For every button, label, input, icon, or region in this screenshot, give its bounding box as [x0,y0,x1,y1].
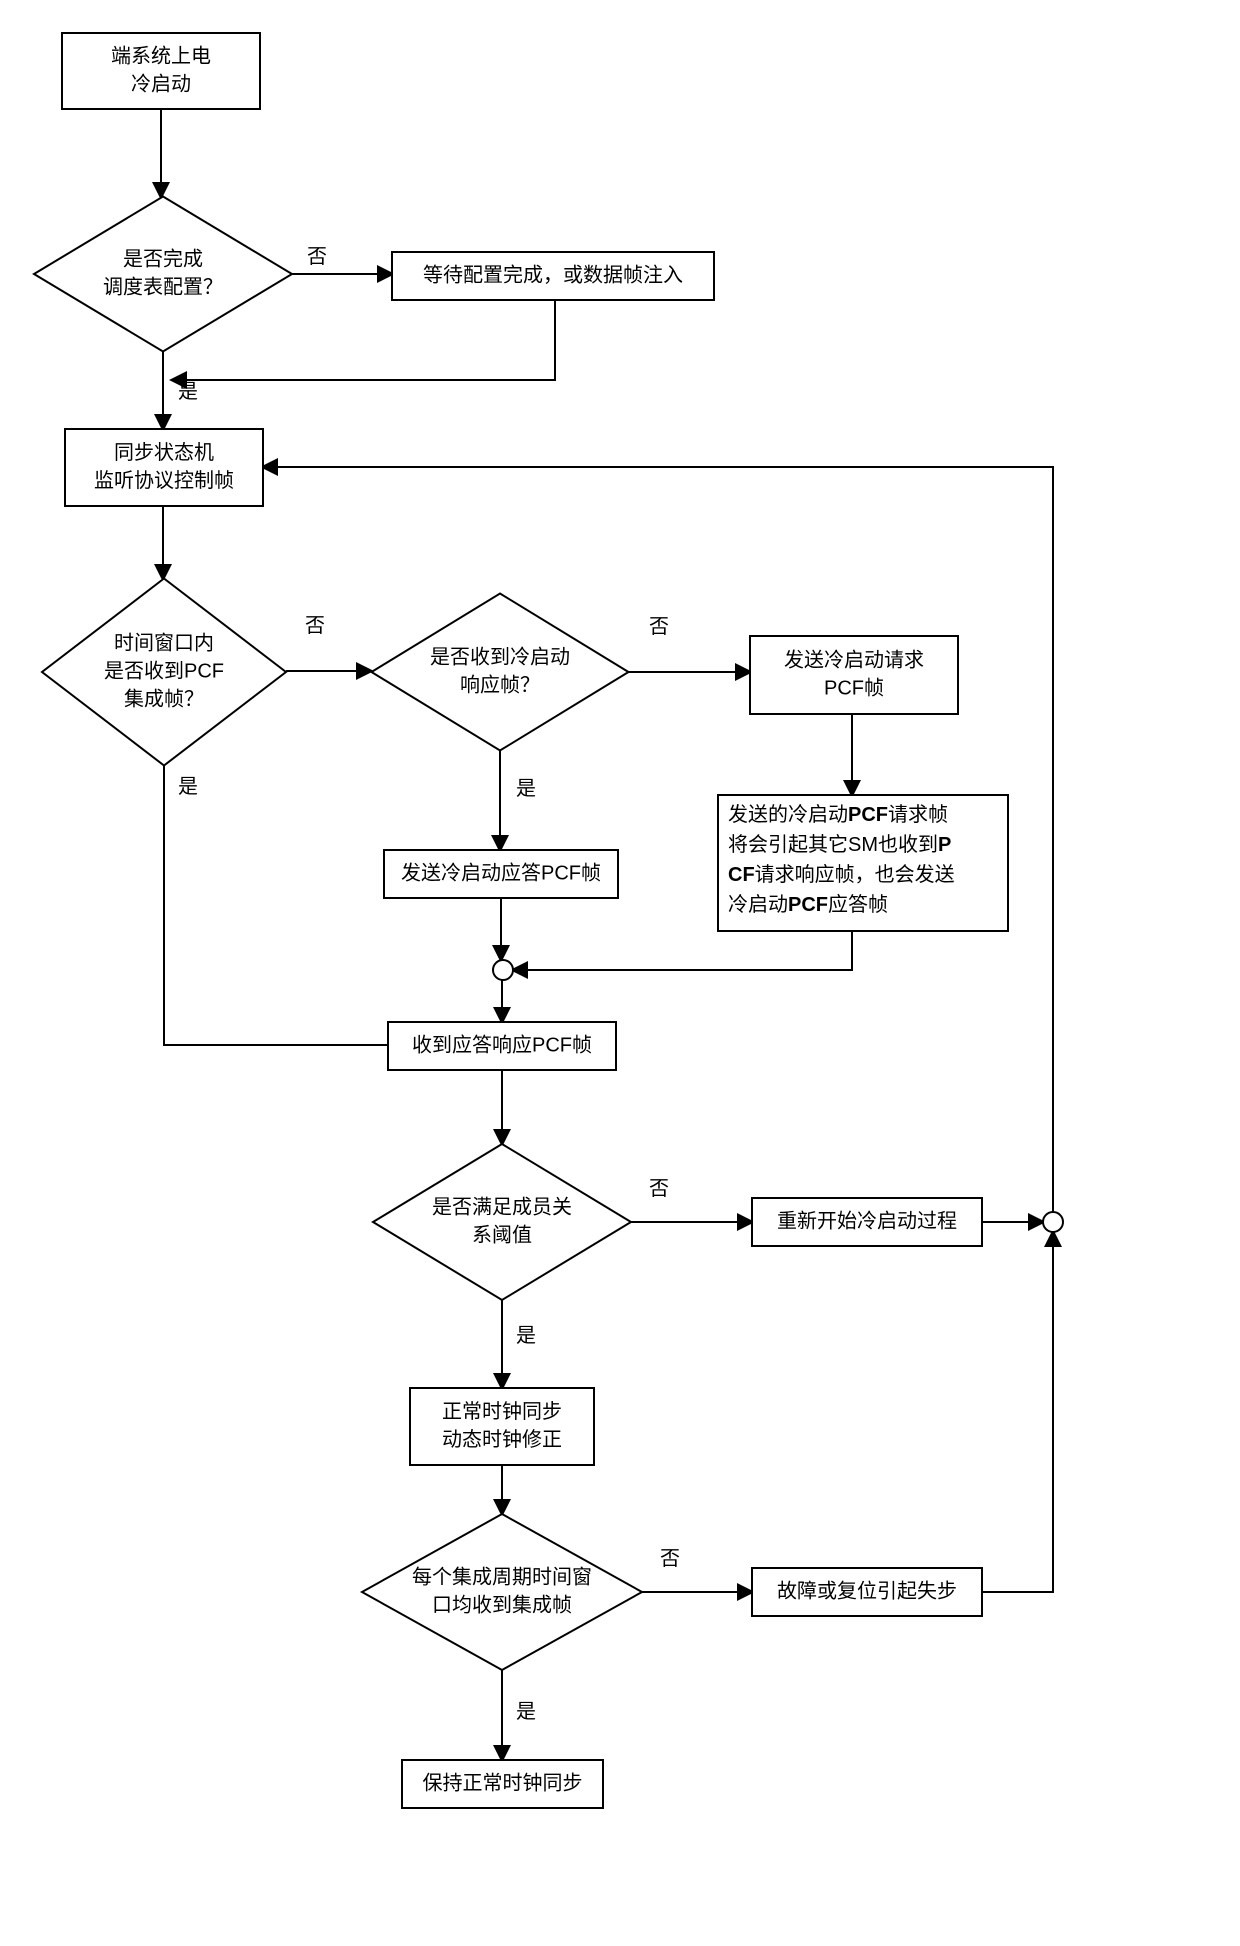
node-n_keep: 保持正常时钟同步 [402,1760,603,1808]
node-text: CF请求响应帧，也会发送 [728,863,955,886]
node-text: 等待配置完成，或数据帧注入 [423,263,683,286]
junction-j1 [493,960,513,980]
edge-label: 否 [649,1178,669,1200]
node-text: PCF帧 [824,676,884,699]
node-text: 故障或复位引起失步 [777,1579,957,1602]
node-n_smpcf: 同步状态机监听协议控制帧 [65,429,263,506]
node-n_sync: 正常时钟同步动态时钟修正 [410,1388,594,1465]
edge-label: 是 [178,776,198,798]
edge-label: 是 [178,381,198,403]
edge [513,931,852,970]
node-text: 是否收到冷启动 [430,645,570,668]
node-text: 调度表配置？ [103,275,223,298]
edge-label: 否 [307,246,327,268]
node-n_start: 端系统上电冷启动 [62,33,260,109]
edge [982,1232,1053,1592]
node-text: 保持正常时钟同步 [423,1771,583,1794]
edge [164,765,502,1045]
edge-label: 否 [305,615,325,637]
node-text: 重新开始冷启动过程 [777,1209,957,1232]
node-text: 监听协议控制帧 [94,469,234,492]
node-d_every: 每个集成周期时间窗口均收到集成帧 [362,1514,642,1670]
node-d_cold: 是否收到冷启动响应帧？ [372,594,629,751]
node-n_note: 发送的冷启动PCF请求帧将会引起其它SM也收到P CF请求响应帧，也会发送冷启动P… [718,795,1008,931]
node-text: 端系统上电 [111,44,211,67]
node-text: 响应帧？ [460,673,540,696]
edge-label: 否 [660,1548,680,1570]
node-text: 是否收到PCF [104,659,224,682]
node-n_sendreq: 发送冷启动请求 PCF帧 [750,636,958,714]
node-text: 时间窗口内 [114,631,214,654]
node-n_sendresp: 发送冷启动应答PCF帧 [384,850,618,898]
node-text: 发送冷启动请求 [784,648,924,671]
edge-label: 是 [516,778,536,800]
node-text: 是否完成 [123,247,203,270]
node-d_thresh: 是否满足成员关系阈值 [373,1144,631,1300]
node-d_sched: 是否完成调度表配置？ [34,197,292,352]
node-text: 收到应答响应PCF帧 [412,1033,592,1056]
node-text: 动态时钟修正 [442,1428,562,1451]
edge-label: 是 [516,1325,536,1347]
node-text: 发送冷启动应答PCF帧 [401,861,601,884]
node-text: 将会引起其它SM也收到P [728,833,951,856]
node-n_restart: 重新开始冷启动过程 [752,1198,982,1246]
node-n_wait: 等待配置完成，或数据帧注入 [392,252,714,300]
node-text: 口均收到集成帧 [432,1593,572,1616]
edge-label: 是 [516,1701,536,1723]
node-text: 冷启动PCF应答帧 [728,893,888,916]
node-d_pcf: 时间窗口内是否收到PCF 集成帧？ [42,579,286,766]
node-text: 每个集成周期时间窗 [412,1565,592,1588]
node-text: 集成帧？ [124,687,204,710]
node-text: 系阈值 [472,1223,532,1246]
node-text: 是否满足成员关 [432,1195,572,1218]
node-text: 正常时钟同步 [442,1400,562,1423]
node-text: 发送的冷启动PCF请求帧 [728,803,948,826]
node-text: 冷启动 [131,72,191,95]
edge-label: 否 [649,616,669,638]
node-text: 同步状态机 [114,441,214,464]
junction-j2 [1043,1212,1063,1232]
node-n_recvresp: 收到应答响应PCF帧 [388,1022,616,1070]
node-n_fault: 故障或复位引起失步 [752,1568,982,1616]
